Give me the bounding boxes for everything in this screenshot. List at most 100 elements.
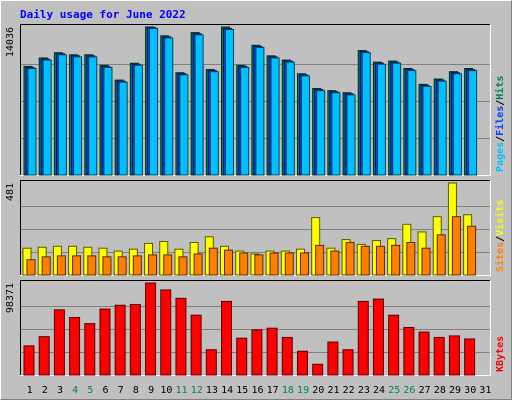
bar-sites-day-7 [117, 256, 127, 276]
bar-pages-day-9 [149, 27, 159, 176]
bar-kbytes-day-28 [433, 336, 445, 376]
x-tick-label-day-1: 1 [27, 385, 33, 396]
bar-pages-day-13 [209, 71, 219, 176]
bar-sites-day-13 [208, 247, 218, 276]
bar-kbytes-day-8 [129, 303, 141, 376]
bar-pages-day-24 [376, 63, 386, 176]
bar-pages-day-27 [422, 85, 432, 176]
bar-pages-day-6 [103, 66, 113, 176]
x-tick-label-day-26: 26 [403, 385, 415, 396]
bar-pages-day-4 [73, 56, 83, 176]
bar-kbytes-day-10 [160, 289, 172, 376]
bar-pages-day-21 [331, 92, 341, 176]
x-tick-label-day-5: 5 [87, 385, 93, 396]
bar-sites-day-16 [254, 254, 264, 276]
visits-sites-scale-label: 481 [5, 183, 16, 201]
x-axis: 1 2 3 4 5 6 7 8 9 10 11 12 13 14 15 16 17 18 19 20 21 22 23 24 2… [27, 385, 492, 396]
bar-pages-day-8 [133, 64, 143, 176]
bar-sites-day-12 [193, 253, 203, 276]
x-tick-label-day-21: 21 [327, 385, 339, 396]
x-tick-label-day-13: 13 [206, 385, 218, 396]
bar-kbytes-day-16 [251, 329, 263, 376]
x-tick-label-day-9: 9 [148, 385, 154, 396]
legend-entry-visits: Visits [494, 200, 506, 236]
bar-sites-day-27 [421, 247, 431, 276]
bar-kbytes-day-25 [388, 314, 400, 376]
bar-pages-day-16 [255, 46, 265, 176]
bar-kbytes-day-6 [99, 308, 111, 376]
bar-pages-day-26 [407, 70, 417, 176]
bar-kbytes-day-18 [281, 336, 293, 376]
bar-pages-day-14 [225, 28, 235, 176]
bar-pages-day-25 [392, 62, 402, 176]
bar-kbytes-day-17 [266, 327, 278, 376]
bar-kbytes-day-4 [69, 317, 81, 376]
bar-kbytes-day-7 [114, 304, 126, 376]
bar-sites-day-30 [467, 225, 477, 276]
bar-sites-day-4 [72, 255, 82, 276]
hits-files-pages-scale-label: 14036 [5, 27, 16, 57]
legend-entry-separator: / [495, 236, 506, 242]
x-tick-label-day-7: 7 [118, 385, 124, 396]
bar-kbytes-day-26 [403, 326, 415, 376]
bar-sites-day-17 [269, 252, 279, 276]
bar-pages-day-22 [346, 94, 356, 176]
bar-sites-day-15 [239, 252, 249, 276]
bar-sites-day-18 [284, 252, 294, 276]
bar-pages-day-23 [361, 52, 371, 176]
x-tick-label-day-14: 14 [221, 385, 233, 396]
bar-sites-day-1 [26, 259, 36, 276]
bar-pages-day-12 [194, 34, 204, 176]
x-tick-label-day-20: 20 [312, 385, 324, 396]
x-tick-label-day-6: 6 [103, 385, 109, 396]
x-tick-label-day-28: 28 [434, 385, 446, 396]
bar-pages-day-20 [316, 90, 326, 176]
kbytes-legend: KBytes [495, 336, 506, 372]
bar-pages-day-18 [285, 61, 295, 176]
legend-entry-pages: Pages [495, 142, 506, 172]
x-tick-label-day-10: 10 [160, 385, 172, 396]
bar-pages-day-2 [42, 59, 52, 176]
bar-sites-day-23 [360, 245, 370, 276]
hits-files-pages-legend: Pages/Files/Hits [494, 76, 506, 172]
bar-sites-day-11 [178, 256, 188, 276]
bar-kbytes-day-3 [53, 309, 65, 376]
kbytes-scale-label: 98371 [5, 283, 16, 313]
bar-pages-day-11 [179, 74, 189, 176]
bar-sites-day-6 [102, 256, 112, 276]
bar-sites-day-3 [56, 255, 66, 276]
bar-pages-day-3 [57, 54, 67, 176]
bar-sites-day-26 [406, 241, 416, 276]
bar-sites-day-22 [345, 241, 355, 276]
bar-pages-day-30 [468, 70, 478, 176]
bar-sites-day-9 [148, 254, 158, 276]
x-tick-label-day-2: 2 [42, 385, 48, 396]
bar-sites-day-20 [315, 244, 325, 276]
bar-kbytes-day-24 [372, 298, 384, 376]
bar-kbytes-day-12 [190, 314, 202, 376]
bar-kbytes-day-20 [312, 363, 324, 376]
bar-sites-day-5 [87, 255, 97, 276]
x-tick-label-day-23: 23 [358, 385, 370, 396]
legend-entry-hits: Hits [494, 76, 506, 100]
x-tick-label-day-22: 22 [343, 385, 355, 396]
bar-kbytes-day-1 [23, 345, 35, 376]
visits-sites-legend: Sites/Visits [494, 200, 506, 272]
bar-pages-day-29 [452, 73, 462, 176]
bar-pages-day-19 [300, 75, 310, 176]
bar-kbytes-day-27 [418, 331, 430, 376]
bar-kbytes-day-23 [357, 300, 369, 376]
legend-entry-kbytes: KBytes [495, 336, 506, 372]
x-tick-label-day-17: 17 [267, 385, 279, 396]
bar-sites-day-25 [391, 244, 401, 276]
bar-sites-day-14 [224, 249, 234, 276]
bar-kbytes-day-22 [342, 349, 354, 376]
bar-kbytes-day-9 [145, 282, 157, 376]
legend-entry-separator: / [495, 100, 506, 106]
legend-entry-sites: Sites [494, 242, 506, 272]
bar-pages-day-28 [437, 80, 447, 176]
bar-sites-day-2 [41, 256, 51, 276]
x-tick-label-day-16: 16 [251, 385, 263, 396]
bar-kbytes-day-14 [221, 300, 233, 376]
